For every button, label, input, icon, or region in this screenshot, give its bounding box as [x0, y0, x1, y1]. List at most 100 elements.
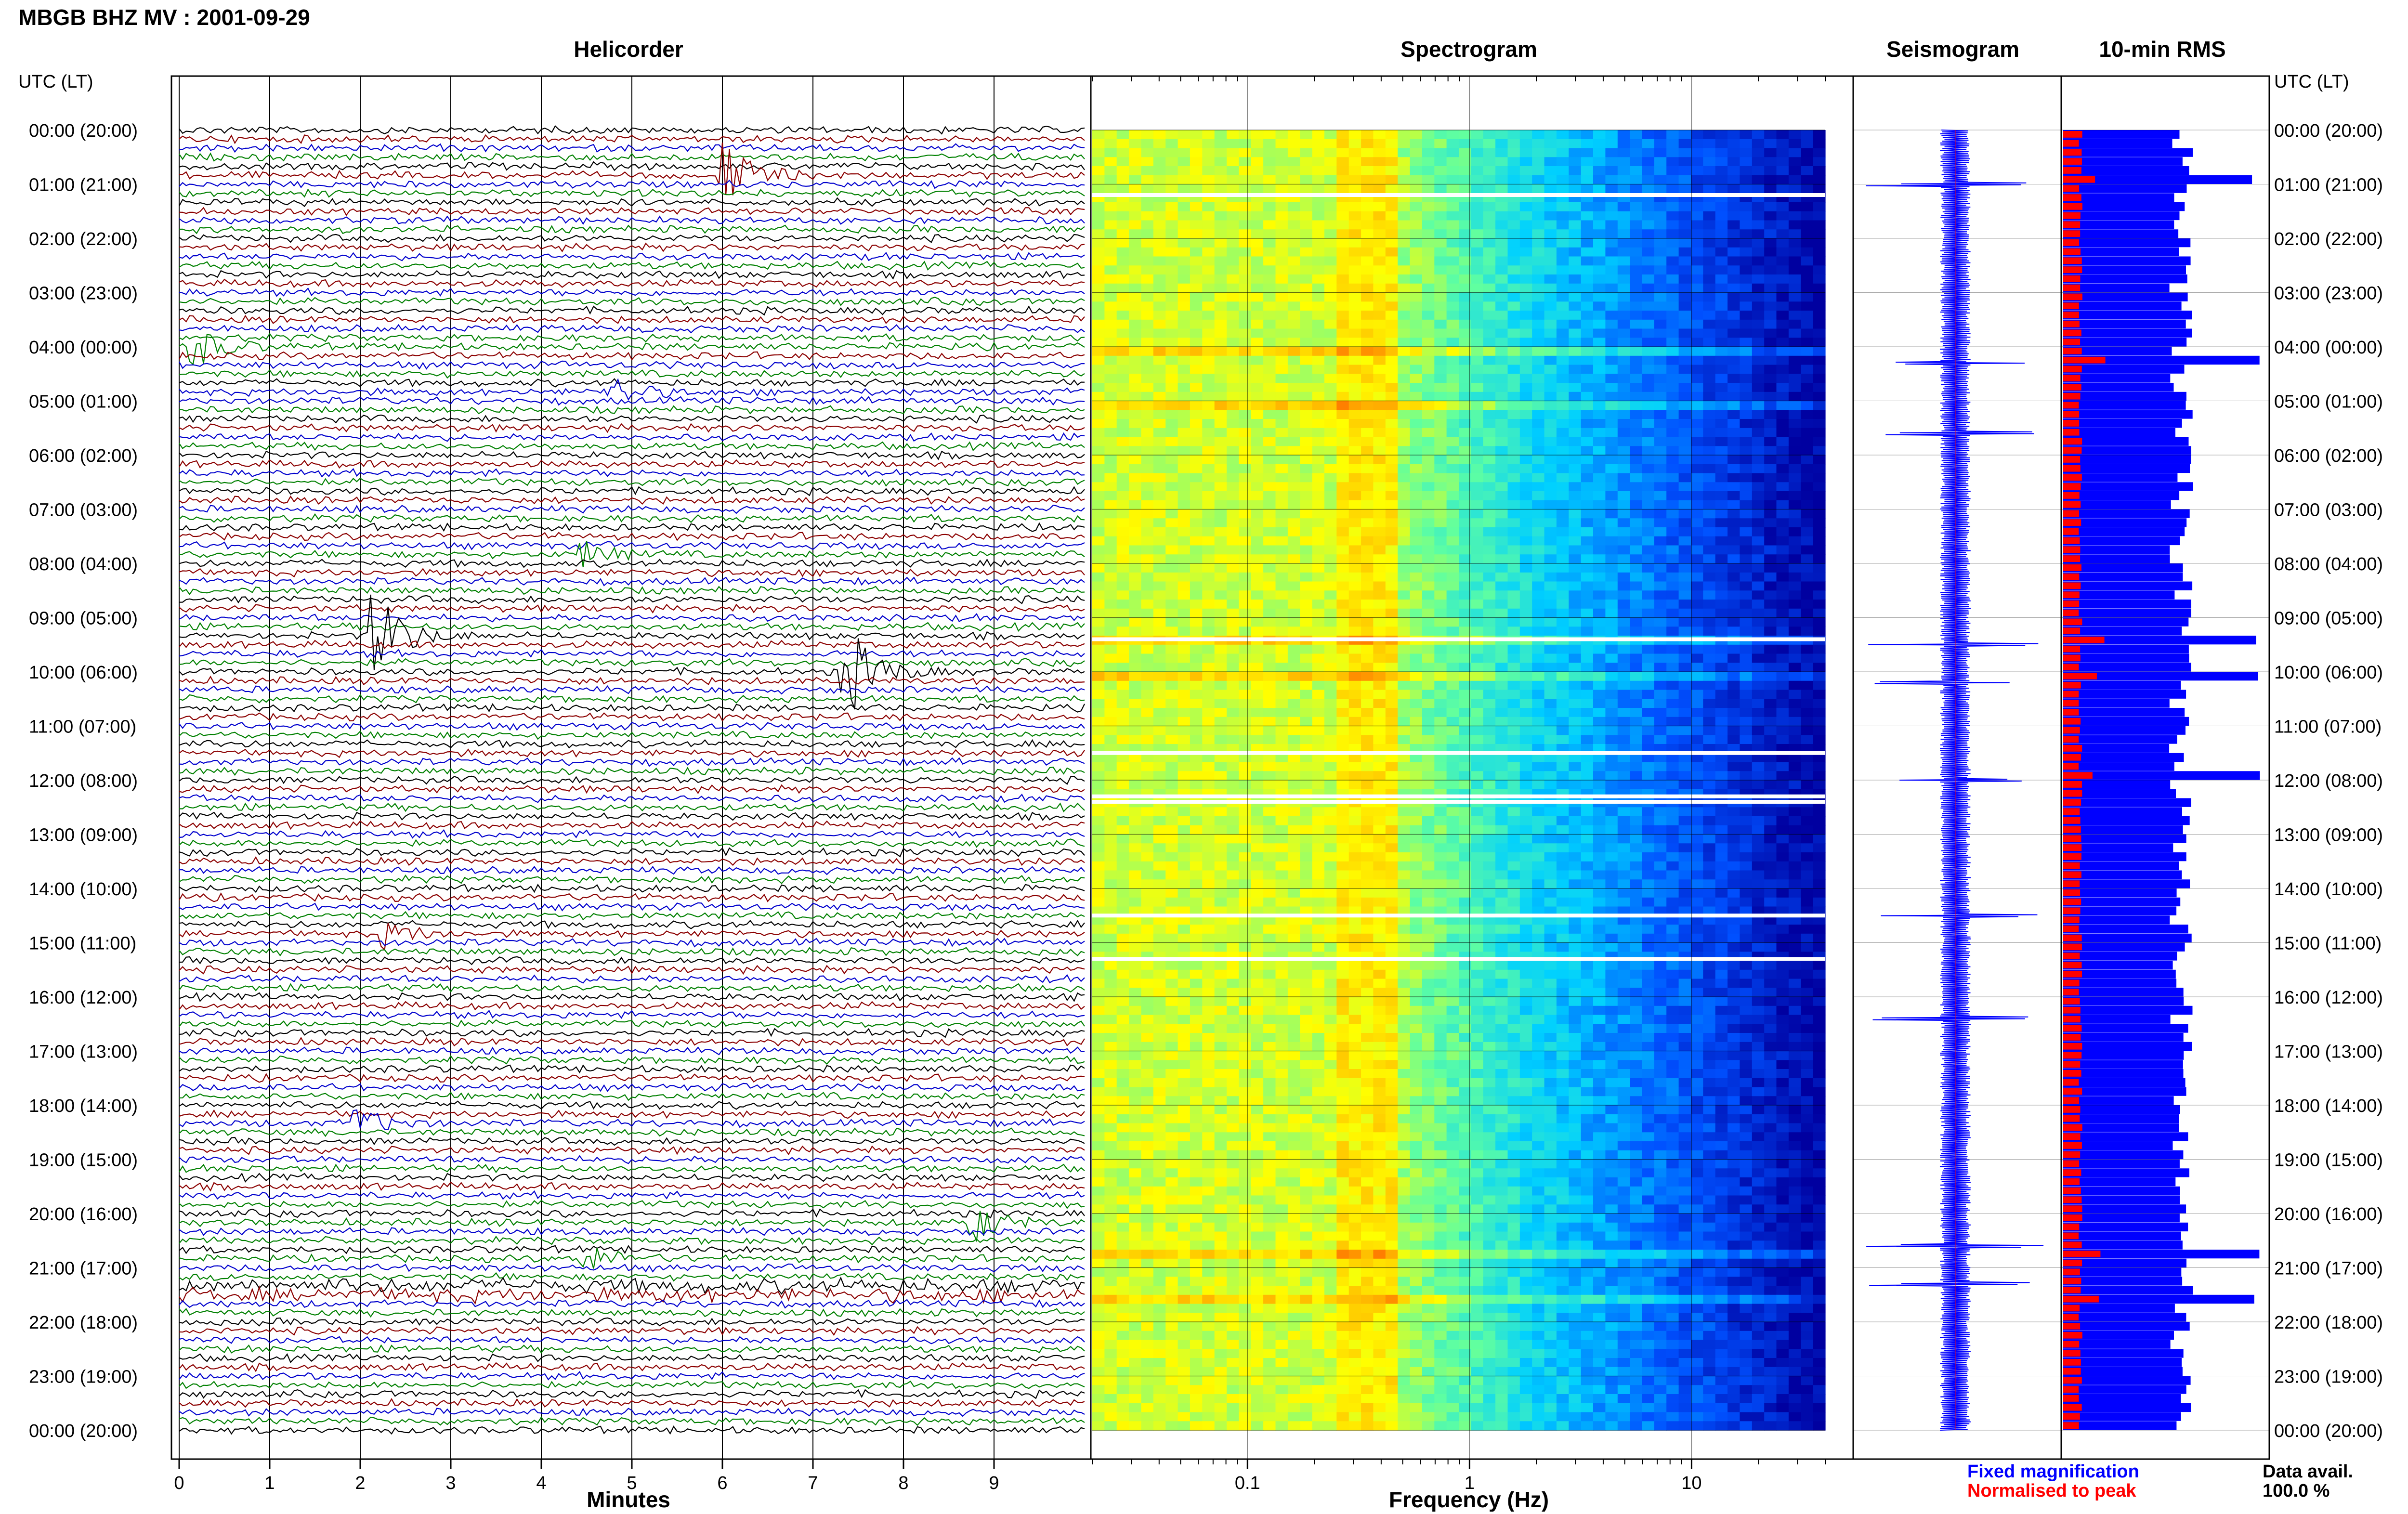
spectrogram-cell [1777, 681, 1789, 690]
spectrogram-cell [1349, 645, 1361, 654]
spectrogram-cell [1276, 609, 1288, 618]
spectrogram-cell [1495, 329, 1508, 338]
spectrogram-cell [1336, 807, 1349, 816]
spectrogram-cell [1557, 609, 1569, 618]
spectrogram-cell [1251, 816, 1264, 825]
spectrogram-cell [1618, 301, 1630, 311]
spectrogram-cell [1679, 681, 1691, 690]
spectrogram-cell [1544, 780, 1557, 789]
spectrogram-cell [1581, 482, 1594, 491]
spectrogram-cell [1471, 365, 1483, 374]
spectrogram-cell [1654, 148, 1667, 157]
spectrogram-cell [1129, 690, 1141, 699]
spectrogram-cell [1398, 274, 1410, 284]
spectrogram-cell [1386, 374, 1398, 383]
spectrogram-cell [1679, 284, 1691, 293]
spectrogram-cell [1422, 600, 1435, 609]
spectrogram-cell [1666, 175, 1679, 184]
spectrogram-cell [1557, 211, 1569, 221]
spectrogram-cell [1691, 401, 1703, 410]
spectrogram-cell [1581, 130, 1594, 139]
spectrogram-cell [1422, 437, 1435, 446]
spectrogram-cell [1679, 320, 1691, 329]
spectrogram-cell [1312, 221, 1325, 230]
spectrogram-cell [1324, 762, 1337, 771]
spectrogram-cell [1190, 500, 1203, 509]
spectrogram-cell [1165, 825, 1178, 835]
spectrogram-cell [1239, 726, 1251, 735]
spectrogram-cell [1263, 148, 1276, 157]
spectrogram-cell [1324, 130, 1337, 139]
spectrogram-cell [1569, 229, 1581, 238]
spectrogram-cell [1104, 383, 1117, 392]
spectrogram-cell [1324, 681, 1337, 690]
spectrogram-cell [1141, 455, 1154, 464]
spectrogram-cell [1666, 509, 1679, 519]
spectrogram-cell [1202, 392, 1215, 401]
spectrogram-cell [1349, 491, 1361, 500]
spectrogram-cell [1691, 338, 1703, 347]
spectrogram-cell [1153, 464, 1166, 473]
spectrogram-cell [1764, 229, 1777, 238]
spectrogram-cell [1532, 835, 1544, 844]
spectrogram-cell [1654, 329, 1667, 338]
spectrogram-cell [1300, 708, 1312, 717]
spectrogram-cell [1764, 184, 1777, 194]
spectrogram-cell [1691, 238, 1703, 248]
spectrogram-cell [1336, 419, 1349, 428]
spectrogram-cell [1312, 184, 1325, 194]
spectrogram-cell [1386, 320, 1398, 329]
spectrogram-cell [1129, 843, 1141, 852]
spectrogram-cell [1495, 148, 1508, 157]
spectrogram-cell [1801, 563, 1813, 573]
spectrogram-cell [1813, 681, 1826, 690]
spectrogram-cell [1386, 184, 1398, 194]
spectrogram-cell [1178, 672, 1191, 681]
spectrogram-cell [1227, 130, 1239, 139]
spectrogram-cell [1666, 618, 1679, 627]
spectrogram-cell [1410, 157, 1423, 166]
spectrogram-cell [1117, 211, 1129, 221]
spectrogram-cell [1691, 681, 1703, 690]
spectrogram-cell [1471, 708, 1483, 717]
spectrogram-cell [1618, 356, 1630, 365]
spectrogram-cell [1789, 139, 1801, 148]
spectrogram-cell [1349, 780, 1361, 789]
spectrogram-cell [1190, 735, 1203, 744]
spectrogram-cell [1618, 401, 1630, 410]
spectrogram-cell [1495, 347, 1508, 356]
spectrogram-cell [1740, 600, 1752, 609]
spectrogram-cell [1605, 202, 1618, 211]
spectrogram-cell [1190, 726, 1203, 735]
spectrogram-cell [1483, 284, 1496, 293]
spectrogram-cell [1398, 284, 1410, 293]
spectrogram-cell [1104, 455, 1117, 464]
spectrogram-cell [1495, 843, 1508, 852]
spectrogram-cell [1508, 735, 1520, 744]
spectrogram-cell [1141, 175, 1154, 184]
spectrogram-cell [1532, 726, 1544, 735]
spectrogram-cell [1129, 708, 1141, 717]
spectrogram-cell [1605, 482, 1618, 491]
spectrogram-cell [1557, 446, 1569, 455]
spectrogram-cell [1215, 672, 1227, 681]
spectrogram-cell [1117, 202, 1129, 211]
spectrogram-cell [1434, 229, 1447, 238]
spectrogram-cell [1679, 446, 1691, 455]
spectrogram-cell [1740, 392, 1752, 401]
spectrogram-cell [1104, 320, 1117, 329]
spectrogram-cell [1251, 166, 1264, 175]
spectrogram-cell [1312, 590, 1325, 600]
spectrogram-cell [1777, 455, 1789, 464]
spectrogram-cell [1227, 419, 1239, 428]
spectrogram-cell [1544, 536, 1557, 546]
helicorder-title: Helicorder [574, 37, 683, 62]
spectrogram-cell [1642, 338, 1655, 347]
spectrogram-cell [1495, 518, 1508, 527]
spectrogram-cell [1605, 274, 1618, 284]
spectrogram-cell [1679, 735, 1691, 744]
spectrogram-cell [1386, 392, 1398, 401]
spectrogram-cell [1336, 265, 1349, 274]
spectrogram-cell [1153, 130, 1166, 139]
spectrogram-cell [1727, 202, 1740, 211]
